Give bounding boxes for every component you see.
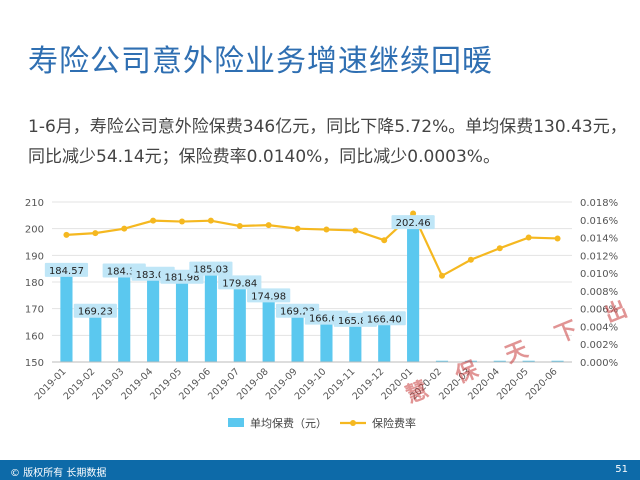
right-tick-label: 0.012% <box>580 251 618 262</box>
data-label: 174.98 <box>251 291 286 302</box>
bar <box>407 222 420 362</box>
left-tick-label: 170 <box>25 305 44 316</box>
rate-point <box>467 256 474 263</box>
chart-legend: 单均保费（元） 保险费率 <box>228 416 416 430</box>
right-tick-label: 0.008% <box>580 287 618 298</box>
data-label: 184.57 <box>49 266 84 277</box>
right-tick-label: 0.002% <box>580 340 618 351</box>
rate-point <box>92 230 99 237</box>
data-label: 165.82 <box>338 316 373 327</box>
left-tick-label: 160 <box>25 331 44 342</box>
rate-point <box>150 217 157 224</box>
rate-point <box>207 217 214 224</box>
line-series <box>63 210 561 279</box>
left-tick-label: 200 <box>25 225 44 236</box>
bar <box>147 273 160 362</box>
rate-point <box>410 210 417 217</box>
left-tick-label: 150 <box>25 358 44 369</box>
rate-point <box>121 225 128 232</box>
rate-point <box>496 245 503 252</box>
page-number: 51 <box>615 464 628 475</box>
data-label-bg <box>218 275 262 290</box>
data-label: 185.03 <box>193 265 228 276</box>
legend-bar-label: 单均保费（元） <box>250 416 327 430</box>
bar <box>60 269 73 362</box>
right-tick-label: 0.018% <box>580 198 618 209</box>
data-label: 179.84 <box>222 278 257 289</box>
bar <box>175 276 189 362</box>
summary-text: 1-6月，寿险公司意外险保费346亿元，同比下降5.72%。单均保费130.43… <box>28 112 628 172</box>
data-label-bg <box>362 311 406 326</box>
rate-point <box>381 237 388 244</box>
left-tick-label: 190 <box>25 251 44 262</box>
rate-point <box>323 226 330 233</box>
data-label-bg <box>44 262 89 277</box>
bar <box>349 319 362 362</box>
right-tick-label: 0.006% <box>580 305 618 316</box>
x-tick-label: 2020-06 <box>524 366 560 402</box>
rate-point <box>554 235 561 242</box>
page-title: 寿险公司意外险业务增速继续回暖 <box>28 44 493 79</box>
bar-series <box>60 222 564 363</box>
bar <box>89 310 102 362</box>
footer-bar: © 版权所有 长期数据 51 <box>0 460 640 480</box>
right-axis: 0.000% 0.002% 0.004% 0.006% 0.008% 0.010% 0.01… <box>580 198 618 369</box>
x-axis: 2019-012019-022019-032019-042019-052019-… <box>33 361 572 402</box>
rate-point <box>179 218 185 225</box>
left-tick-label: 210 <box>25 198 44 209</box>
bar <box>118 270 131 362</box>
summary-line-1: 1-6月，寿险公司意外险保费346亿元，同比下降5.72%。单均保费130.43… <box>28 117 627 137</box>
data-label-bg <box>247 288 291 303</box>
copyright-text: © 版权所有 长期数据 <box>10 468 107 479</box>
data-label-bg <box>391 215 435 230</box>
data-label: 181.98 <box>165 273 200 284</box>
summary-line-2: 同比减少54.14元；保险费率0.0140%，同比减少0.0003%。 <box>28 147 500 167</box>
data-label: 166.40 <box>367 314 402 325</box>
data-label: 169.23 <box>280 307 315 318</box>
rate-line <box>66 211 558 278</box>
bar <box>291 310 304 362</box>
legend-line-marker <box>350 420 356 426</box>
legend-bar-swatch <box>228 418 244 427</box>
right-tick-label: 0.004% <box>580 322 618 333</box>
bar <box>320 317 333 362</box>
bar <box>378 318 391 362</box>
right-tick-label: 0.014% <box>580 234 618 245</box>
data-label: 169.23 <box>78 307 113 318</box>
data-label: 166.63 <box>309 314 344 325</box>
rate-point <box>439 272 445 279</box>
left-tick-label: 180 <box>25 278 44 289</box>
rate-point <box>352 227 359 234</box>
data-label-bg <box>73 303 117 318</box>
rate-point <box>294 225 301 232</box>
left-axis: 150 160 170 180 190 200 210 <box>25 198 44 369</box>
data-label: 202.46 <box>396 218 431 229</box>
right-tick-label: 0.016% <box>580 216 618 227</box>
bar <box>204 268 217 362</box>
data-label-bg <box>189 261 233 276</box>
data-label: 183.09 <box>136 270 171 281</box>
legend-line-label: 保险费率 <box>372 416 416 430</box>
right-tick-label: 0.000% <box>580 358 618 369</box>
right-tick-label: 0.010% <box>580 269 618 280</box>
bar <box>233 282 246 362</box>
rate-point <box>265 222 272 229</box>
rate-point <box>63 231 70 238</box>
bar <box>262 295 275 362</box>
rate-point <box>525 234 532 241</box>
rate-point <box>236 223 243 229</box>
data-label: 184.30 <box>107 267 142 278</box>
